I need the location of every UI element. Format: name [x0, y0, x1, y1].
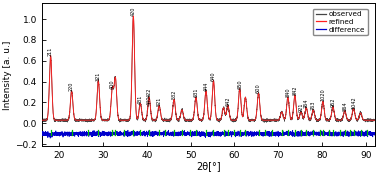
Text: 642: 642: [225, 96, 231, 106]
Text: 952: 952: [330, 97, 335, 107]
Text: 864: 864: [342, 101, 347, 111]
Text: 321: 321: [96, 71, 101, 81]
Text: 400: 400: [110, 79, 115, 89]
Text: 532: 532: [172, 90, 177, 99]
Y-axis label: Intensity [a. u.]: Intensity [a. u.]: [3, 40, 12, 110]
Text: 921: 921: [299, 102, 304, 112]
Text: 220: 220: [69, 82, 74, 91]
Text: 1042: 1042: [351, 96, 356, 109]
Text: 521: 521: [156, 96, 162, 106]
Text: 600: 600: [256, 83, 261, 93]
Text: 842: 842: [292, 86, 297, 95]
Text: 431: 431: [138, 94, 143, 104]
Text: 763: 763: [311, 100, 316, 110]
X-axis label: 2θ[°]: 2θ[°]: [196, 162, 220, 172]
Text: 422: 422: [147, 88, 152, 97]
Text: 650: 650: [237, 79, 242, 89]
Legend: observed, refined, difference: observed, refined, difference: [313, 9, 367, 35]
Text: 420: 420: [131, 6, 136, 16]
Text: 631: 631: [194, 88, 198, 97]
Text: 764: 764: [304, 98, 309, 108]
Text: 444: 444: [203, 82, 209, 91]
Text: 1020: 1020: [321, 89, 325, 101]
Text: 640: 640: [211, 71, 216, 81]
Text: 211: 211: [48, 46, 53, 56]
Text: 840: 840: [285, 88, 290, 97]
Text: 440: 440: [147, 95, 152, 105]
